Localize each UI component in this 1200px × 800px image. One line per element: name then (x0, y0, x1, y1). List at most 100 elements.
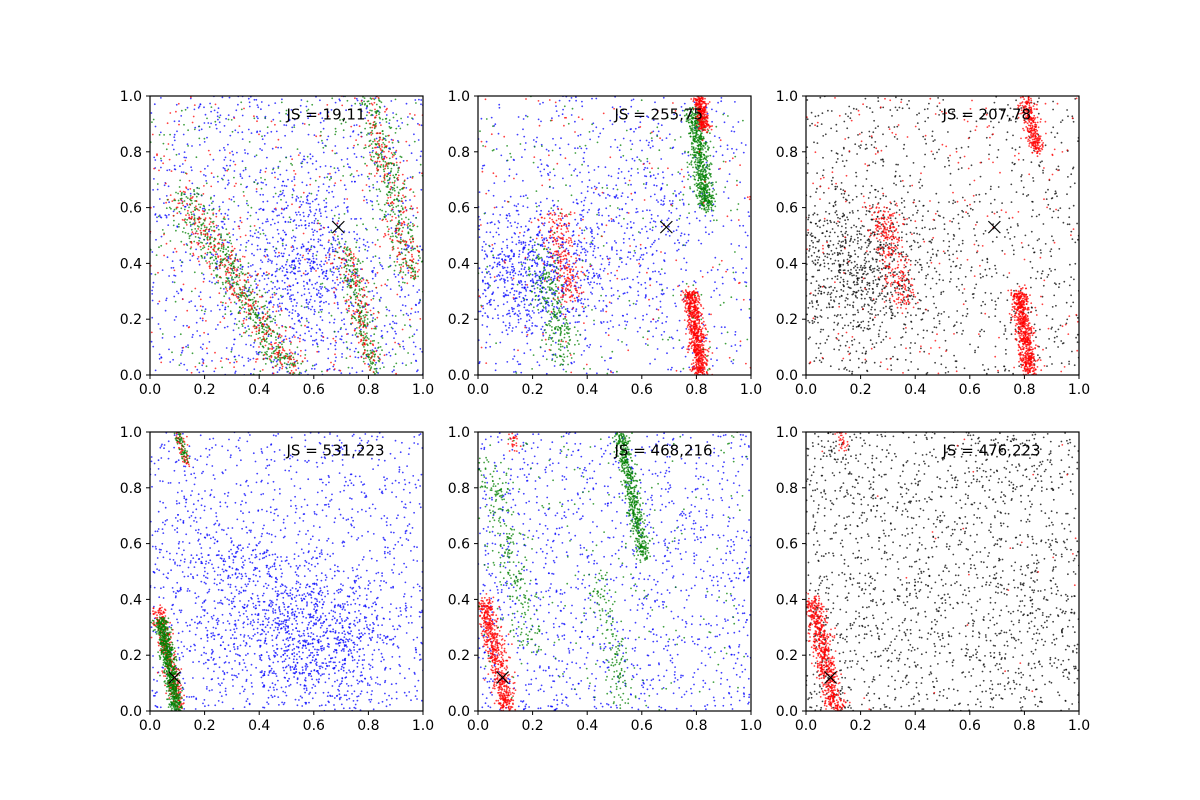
data-point (619, 256, 621, 259)
data-point (152, 118, 155, 121)
data-point (233, 200, 236, 203)
data-point (217, 234, 219, 237)
data-point (493, 256, 495, 259)
data-point (509, 271, 512, 274)
data-point (364, 336, 367, 338)
data-point (584, 251, 586, 254)
data-point (355, 246, 357, 249)
data-point (380, 157, 383, 159)
data-point (223, 266, 226, 268)
data-point (298, 371, 301, 374)
data-point (551, 199, 554, 202)
data-point (235, 323, 238, 326)
data-point (580, 302, 583, 305)
data-point (208, 126, 211, 128)
data-point (375, 370, 378, 372)
data-point (339, 281, 341, 284)
data-point (355, 218, 358, 220)
data-point (579, 279, 582, 282)
data-point (654, 239, 656, 242)
data-point (273, 186, 276, 189)
data-point (323, 286, 326, 288)
data-point (714, 256, 717, 259)
data-point (227, 218, 230, 220)
data-point (199, 317, 202, 320)
data-point (288, 284, 291, 287)
data-point (310, 246, 313, 249)
data-point (200, 203, 202, 206)
data-point (202, 210, 204, 212)
data-point (302, 191, 305, 194)
data-point (306, 100, 309, 103)
data-point (261, 369, 264, 371)
data-point (288, 311, 291, 313)
data-point (482, 280, 484, 283)
data-point (232, 265, 235, 268)
data-point (160, 356, 163, 359)
data-point (597, 275, 599, 277)
data-point (304, 220, 307, 222)
data-point (259, 193, 262, 196)
data-point (565, 261, 568, 263)
data-point (214, 120, 217, 123)
data-point (300, 349, 302, 352)
data-point (375, 114, 378, 117)
data-point (281, 340, 283, 343)
data-point (357, 321, 360, 324)
data-point (398, 272, 401, 274)
data-point (316, 324, 318, 326)
data-point (358, 108, 361, 111)
data-point (478, 361, 481, 363)
data-point (230, 262, 232, 265)
data-point (241, 325, 244, 327)
data-point (398, 263, 401, 266)
data-point (265, 300, 268, 303)
data-point (306, 161, 309, 164)
data-point (261, 149, 263, 152)
data-point (404, 244, 407, 247)
data-point (268, 308, 271, 311)
data-point (519, 195, 522, 198)
data-point (156, 188, 159, 191)
data-point (491, 267, 494, 270)
data-point (295, 224, 298, 226)
data-point (194, 287, 197, 290)
data-point (362, 323, 365, 326)
data-point (263, 308, 266, 310)
data-point (264, 320, 267, 322)
data-point (556, 237, 558, 240)
data-point (160, 361, 163, 364)
data-point (305, 306, 308, 308)
data-point (483, 240, 485, 243)
data-point (352, 309, 355, 312)
data-point (393, 369, 395, 372)
data-point (414, 271, 417, 273)
data-point (339, 277, 342, 280)
data-point (180, 240, 183, 243)
data-point (413, 114, 416, 116)
data-point (544, 321, 546, 324)
data-point (339, 119, 341, 121)
data-point (483, 250, 486, 253)
data-point (272, 310, 274, 313)
data-point (196, 257, 199, 260)
data-point (295, 227, 298, 230)
data-point (227, 266, 230, 269)
data-point (231, 262, 234, 265)
data-point (219, 255, 222, 258)
data-point (523, 303, 526, 306)
data-point (290, 237, 293, 239)
data-point (368, 111, 371, 114)
data-point (266, 200, 269, 203)
data-point (213, 259, 215, 262)
data-point (277, 221, 280, 224)
data-point (175, 191, 177, 194)
data-point (315, 168, 318, 171)
data-point (228, 96, 231, 99)
data-point (169, 240, 172, 242)
data-point (220, 262, 223, 265)
data-point (302, 201, 304, 203)
data-point (525, 114, 527, 117)
data-point (357, 335, 359, 338)
data-point (267, 260, 269, 263)
